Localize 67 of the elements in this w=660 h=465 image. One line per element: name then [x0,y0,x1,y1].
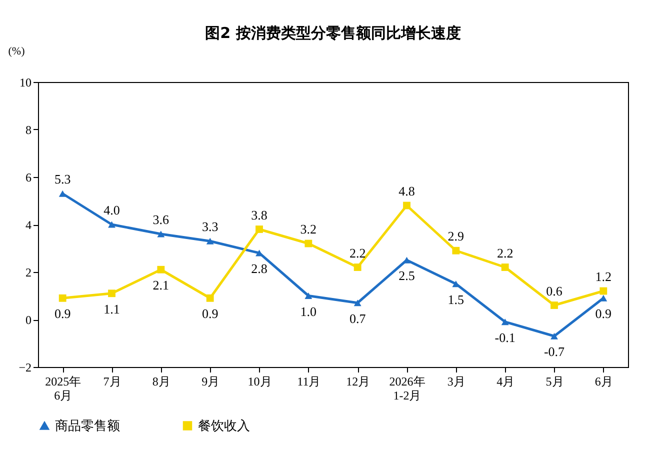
x-tick-label: 3月 [447,374,466,388]
y-tick-label: 0 [26,313,32,327]
point [501,264,509,271]
point [304,240,312,248]
y-tick-label: 4 [26,218,32,232]
y-tick-label: 8 [26,123,32,137]
point [501,318,509,326]
x-tick-label: 5月 [546,374,564,388]
point [58,294,66,302]
y-axis-title: (%) [8,46,26,58]
chart-title: 图2 按消费类型分零售额同比增长速度 [205,24,461,42]
data-label: -0.1 [494,330,516,345]
point [206,238,214,244]
data-label: 0.9 [54,306,71,322]
y-tick-label: 6 [26,170,32,184]
x-tick-label: 12月 [346,374,370,388]
data-label: 3.3 [202,219,218,234]
point [550,332,558,340]
data-label: 2.5 [398,268,415,284]
point [403,202,410,210]
data-label: 0.6 [546,283,563,298]
data-label: 5.3 [54,172,71,187]
x-tick-label: 4月 [496,374,515,388]
point [108,221,116,228]
legend-label: 餐饮收入 [198,418,250,433]
x-tick-label: 2025年 6月 [45,374,82,402]
data-label: 0.9 [595,306,612,322]
point [58,190,66,197]
data-label: 3.6 [152,212,170,227]
data-label: 2.2 [496,245,514,260]
data-label: 1.5 [448,292,464,307]
data-label: 4.8 [398,184,415,198]
point [550,302,558,309]
point [354,264,362,271]
point [304,292,312,299]
x-tick-label: 2026年 1-2月 [389,374,426,402]
y-tick-label: 10 [20,76,32,90]
data-label: 2.8 [251,261,268,276]
point [157,230,165,238]
data-label: 3.8 [251,207,268,222]
point [206,294,214,302]
x-tick-label: 7月 [103,374,122,388]
point [157,266,165,274]
point [452,246,460,254]
data-label: -0.7 [544,344,566,360]
data-label: 2.9 [448,228,464,244]
x-tick-label: 11月 [297,374,321,388]
data-label: 4.0 [104,202,120,218]
data-label: 2.2 [349,245,366,260]
point [108,290,116,298]
data-label: 2.1 [152,278,170,293]
point [354,300,362,306]
data-label: 0.9 [202,306,218,322]
data-label: 0.7 [349,310,366,326]
point [600,287,608,295]
data-label: 3.2 [300,222,317,236]
x-tick-label: 10月 [248,374,272,388]
x-tick-label: 6月 [594,374,613,388]
x-tick-label: 8月 [152,374,170,388]
point [256,226,263,233]
legend-label: 商品零售额 [55,418,120,433]
data-label: 1.2 [595,269,612,284]
x-tick-label: 9月 [202,374,220,388]
data-label: 1.0 [300,304,317,319]
data-label: 1.1 [104,301,120,316]
y-tick-label: −2 [18,360,32,374]
y-tick-label: 2 [26,266,32,280]
